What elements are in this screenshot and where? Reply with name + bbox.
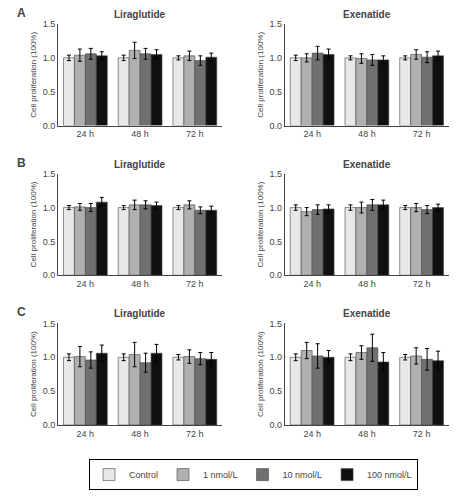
svg-text:48 h: 48 h (131, 279, 149, 289)
svg-text:1.0: 1.0 (43, 53, 56, 63)
svg-text:24 h: 24 h (77, 429, 95, 439)
svg-text:72 h: 72 h (413, 129, 431, 139)
svg-text:Cell proliferation (100%): Cell proliferation (100%) (29, 32, 38, 118)
svg-text:Liraglutide: Liraglutide (114, 9, 166, 20)
svg-text:48 h: 48 h (131, 129, 149, 139)
svg-text:72 h: 72 h (186, 429, 204, 439)
svg-text:48 h: 48 h (358, 429, 376, 439)
svg-text:Liraglutide: Liraglutide (114, 308, 166, 319)
svg-text:72 h: 72 h (186, 129, 204, 139)
svg-text:B: B (17, 156, 26, 170)
svg-text:Exenatide: Exenatide (343, 9, 391, 20)
svg-text:0.5: 0.5 (43, 237, 56, 247)
svg-text:1.5: 1.5 (43, 19, 56, 29)
svg-text:0.0: 0.0 (269, 270, 282, 280)
svg-text:Cell proliferation (100%): Cell proliferation (100%) (29, 331, 38, 417)
svg-text:1.0: 1.0 (43, 203, 56, 213)
svg-text:100 nmol/L: 100 nmol/L (367, 470, 412, 480)
svg-text:1.5: 1.5 (43, 169, 56, 179)
svg-text:0.0: 0.0 (269, 121, 282, 131)
svg-text:1.5: 1.5 (269, 169, 282, 179)
svg-text:1.5: 1.5 (43, 319, 56, 329)
svg-text:A: A (17, 6, 26, 20)
svg-text:Exenatide: Exenatide (343, 308, 391, 319)
svg-text:24 h: 24 h (303, 129, 321, 139)
svg-text:0.0: 0.0 (43, 270, 56, 280)
svg-text:0.5: 0.5 (43, 386, 56, 396)
svg-text:24 h: 24 h (303, 279, 321, 289)
svg-text:24 h: 24 h (77, 279, 95, 289)
svg-text:0.5: 0.5 (269, 386, 282, 396)
svg-text:1.0: 1.0 (269, 53, 282, 63)
svg-text:72 h: 72 h (186, 279, 204, 289)
svg-text:1.5: 1.5 (269, 319, 282, 329)
svg-text:Cell proliferation (100%): Cell proliferation (100%) (256, 331, 265, 417)
svg-text:0.5: 0.5 (269, 237, 282, 247)
svg-text:0.0: 0.0 (43, 420, 56, 430)
svg-text:1.0: 1.0 (43, 352, 56, 362)
svg-text:48 h: 48 h (358, 279, 376, 289)
svg-text:72 h: 72 h (413, 429, 431, 439)
svg-text:C: C (17, 305, 26, 319)
svg-text:0.0: 0.0 (43, 121, 56, 131)
svg-text:0.5: 0.5 (269, 87, 282, 97)
svg-text:10 nmol/L: 10 nmol/L (283, 470, 323, 480)
svg-text:48 h: 48 h (358, 129, 376, 139)
svg-text:Cell proliferation (100%): Cell proliferation (100%) (256, 32, 265, 118)
svg-text:1 nmol/L: 1 nmol/L (203, 470, 238, 480)
svg-text:0.5: 0.5 (43, 87, 56, 97)
svg-text:Cell proliferation (100%): Cell proliferation (100%) (256, 181, 265, 267)
svg-text:0.0: 0.0 (269, 420, 282, 430)
svg-text:24 h: 24 h (303, 429, 321, 439)
svg-text:Control: Control (129, 470, 158, 480)
svg-text:Exenatide: Exenatide (343, 159, 391, 170)
svg-text:24 h: 24 h (77, 129, 95, 139)
svg-text:Liraglutide: Liraglutide (114, 159, 166, 170)
svg-text:1.5: 1.5 (269, 19, 282, 29)
svg-text:72 h: 72 h (413, 279, 431, 289)
svg-text:1.0: 1.0 (269, 352, 282, 362)
svg-text:48 h: 48 h (131, 429, 149, 439)
svg-text:1.0: 1.0 (269, 203, 282, 213)
svg-text:Cell proliferation (100%): Cell proliferation (100%) (29, 181, 38, 267)
